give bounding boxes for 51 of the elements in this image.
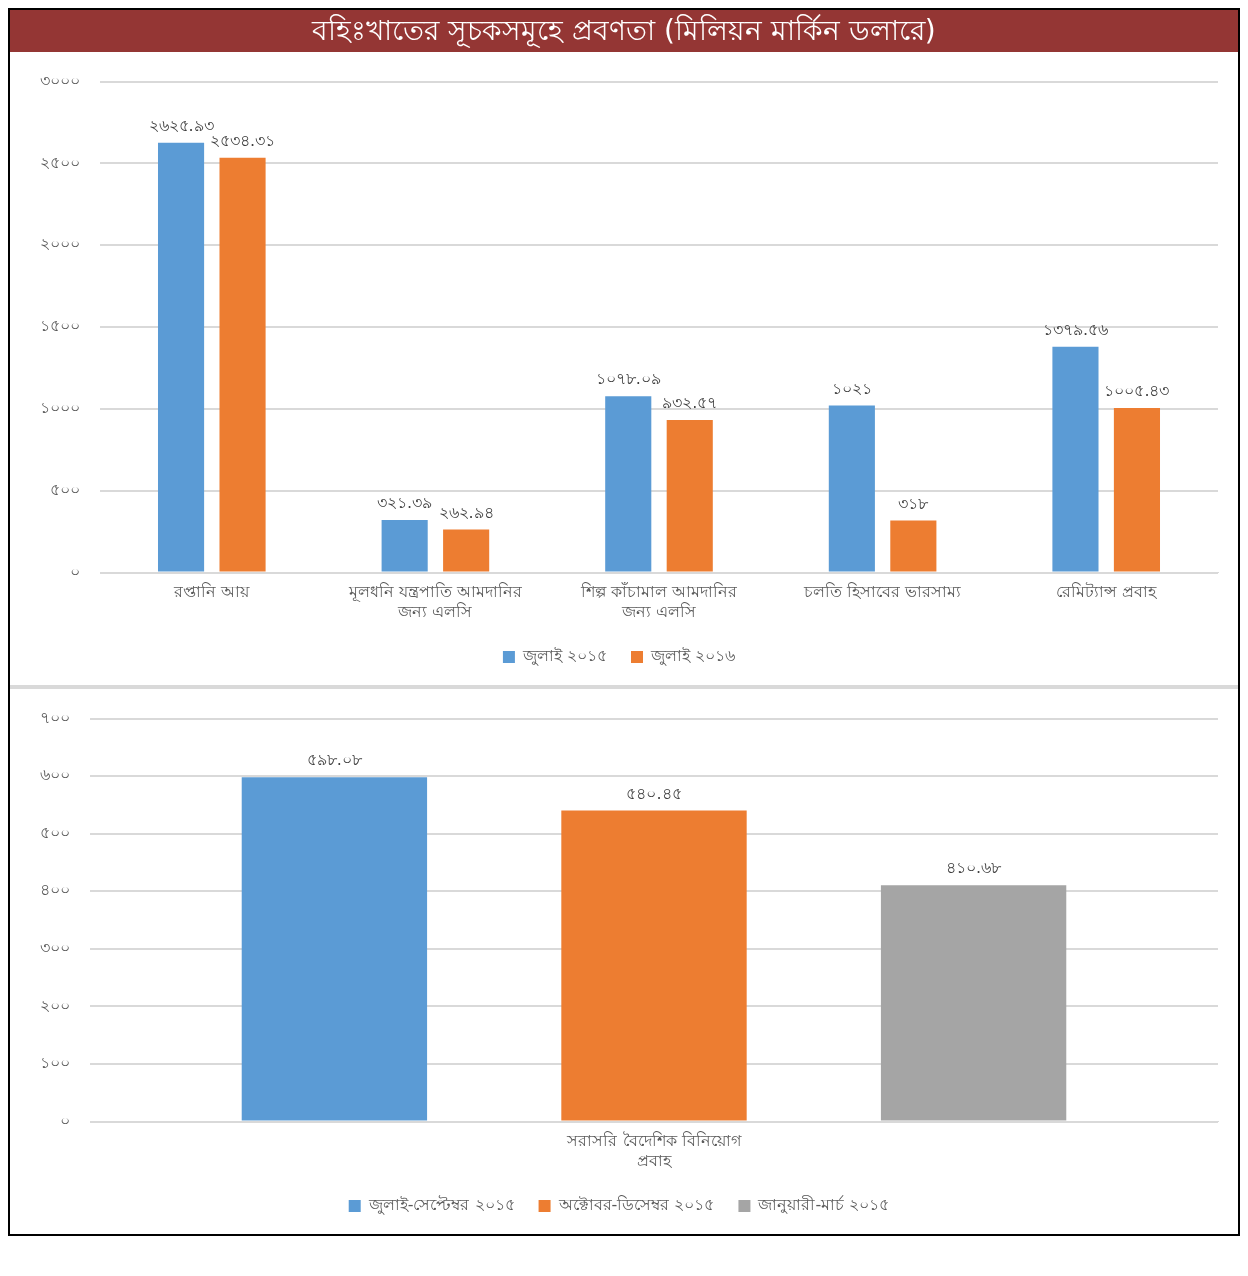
bar bbox=[241, 777, 428, 1121]
y-tick-label: ০ bbox=[70, 561, 80, 581]
bar bbox=[561, 810, 747, 1121]
legend-label: অক্টোবর-ডিসেম্বর ২০১৫ bbox=[557, 1195, 715, 1215]
bar bbox=[443, 529, 490, 572]
data-label: ৪১০.৬৮ bbox=[946, 858, 1003, 878]
y-tick-label: ৫০০ bbox=[40, 822, 70, 842]
y-tick-label: ১০০ bbox=[40, 1053, 70, 1073]
bar bbox=[158, 142, 205, 572]
bar bbox=[880, 885, 1067, 1121]
y-tick-label: ৩০০০ bbox=[40, 70, 80, 90]
bar bbox=[890, 520, 937, 572]
y-tick-label: ৪০০ bbox=[40, 880, 70, 900]
bar bbox=[1052, 346, 1099, 572]
data-label: ৩১৮ bbox=[898, 493, 930, 513]
y-tick-label: ৫০০ bbox=[50, 479, 80, 499]
data-label: ১৩৭৯.৫৬ bbox=[1042, 319, 1108, 339]
bar bbox=[605, 396, 652, 572]
legend-label: জুলাই ২০১৫ bbox=[521, 646, 608, 667]
x-tick-label: চলতি হিসাবের ভারসাম্য bbox=[803, 582, 962, 602]
bar bbox=[219, 157, 266, 572]
x-tick-label: মূলধনি যন্ত্রপাতি আমদানির জন্য এলসি bbox=[347, 582, 523, 621]
chart-title: বহিঃখাতের সূচকসমূহে প্রবণতা (মিলিয়ন মার্কিন ডলারে) bbox=[10, 10, 1238, 52]
y-tick-label: ৩০০ bbox=[40, 938, 70, 958]
y-tick-label: ৬০০ bbox=[40, 765, 70, 785]
bar bbox=[1113, 408, 1160, 572]
data-label: ১০৭৮.০৯ bbox=[595, 369, 661, 389]
y-tick-label: ৭০০ bbox=[40, 707, 70, 727]
data-label: ৯৩২.৫৭ bbox=[662, 393, 718, 413]
legend-label: জুলাই ২০১৬ bbox=[650, 646, 736, 667]
y-tick-label: ০ bbox=[60, 1110, 70, 1130]
x-tick-label: শিল্প কাঁচামাল আমদানির জন্য এলসি bbox=[579, 582, 739, 621]
data-label: ৩২১.৩৯ bbox=[377, 493, 433, 513]
y-tick-label: ২০০০ bbox=[40, 234, 80, 254]
legend-label: জুলাই-সেপ্টেম্বর ২০১৫ bbox=[367, 1195, 515, 1216]
data-label: ৫৪০.৪৫ bbox=[626, 783, 682, 803]
data-label: ২৬২.৯৪ bbox=[438, 502, 494, 522]
legend-label: জানুয়ারী-মার্চ ২০১৫ bbox=[757, 1195, 890, 1215]
x-tick-label: সরাসরি বৈদেশিক বিনিয়োগ প্রবাহ bbox=[566, 1131, 742, 1170]
y-tick-label: ১৫০০ bbox=[40, 316, 80, 336]
data-label: ১০০৫.৪৩ bbox=[1104, 381, 1170, 401]
y-tick-label: ২০০ bbox=[40, 995, 70, 1015]
data-label: ৫৯৮.০৮ bbox=[306, 750, 363, 770]
y-tick-label: ১০০০ bbox=[40, 398, 80, 418]
bar bbox=[828, 405, 875, 572]
y-tick-label: ২৫০০ bbox=[40, 152, 80, 172]
bar bbox=[381, 520, 428, 572]
data-label: ১০২১ bbox=[831, 378, 872, 398]
x-tick-label: রপ্তানি আয় bbox=[173, 582, 251, 602]
x-tick-label: রেমিট্যান্স প্রবাহ bbox=[1056, 582, 1159, 602]
bar bbox=[666, 419, 713, 572]
